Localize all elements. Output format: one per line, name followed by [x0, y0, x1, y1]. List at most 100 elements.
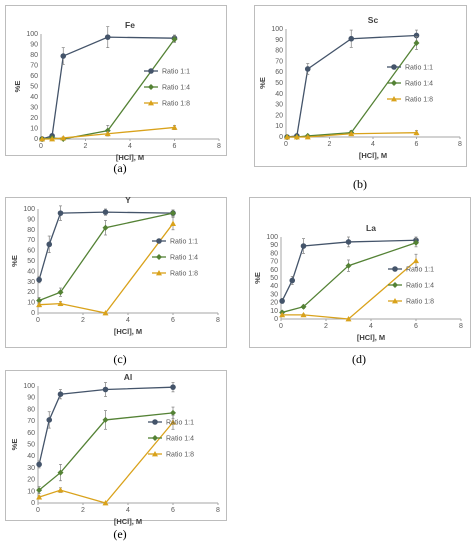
legend-item-3: Ratio 1:8	[148, 451, 194, 459]
y-tick-label: 70	[27, 418, 35, 425]
data-point	[57, 469, 64, 476]
x-tick-label: 6	[415, 141, 419, 148]
y-tick-label: 40	[30, 94, 38, 101]
data-point	[102, 386, 109, 393]
x-tick-label: 4	[369, 323, 373, 330]
data-point	[300, 303, 307, 310]
data-point	[36, 297, 43, 304]
series-3	[36, 414, 176, 506]
data-point	[345, 239, 352, 245]
y-tick-label: 10	[27, 300, 35, 307]
series-line	[282, 260, 417, 320]
series-line	[287, 34, 417, 138]
y-tick-label: 20	[30, 115, 38, 122]
legend-item-2: Ratio 1:4	[388, 282, 434, 290]
data-point	[102, 500, 109, 506]
data-point	[102, 310, 109, 316]
data-point	[57, 210, 64, 216]
legend-label: Ratio 1:1	[406, 267, 434, 274]
legend-marker	[152, 419, 158, 425]
y-tick-label: 50	[27, 258, 35, 265]
y-tick-label: 30	[27, 465, 35, 472]
chart-title: Fe	[125, 20, 135, 30]
legend-label: Ratio 1:4	[405, 81, 433, 88]
legend-label: Ratio 1:8	[405, 97, 433, 104]
data-point	[300, 311, 307, 318]
legend-marker	[392, 282, 398, 288]
legend-item-2: Ratio 1:4	[387, 80, 433, 88]
data-point	[413, 40, 420, 47]
y-tick-label: 10	[270, 308, 278, 315]
legend-item-1: Ratio 1:1	[148, 419, 194, 427]
data-point	[57, 391, 64, 397]
y-axis-label: %E	[13, 81, 22, 93]
data-point	[104, 130, 111, 137]
legend-label: Ratio 1:4	[166, 436, 194, 443]
x-tick-label: 8	[458, 141, 462, 148]
legend-item-2: Ratio 1:4	[144, 84, 190, 92]
legend-marker	[152, 451, 158, 457]
y-tick-label: 70	[275, 58, 283, 65]
y-tick-label: 40	[275, 91, 283, 98]
series-2	[36, 406, 176, 494]
y-tick-label: 100	[266, 234, 278, 241]
y-tick-label: 30	[27, 279, 35, 286]
x-tick-label: 2	[328, 141, 332, 148]
legend-item-3: Ratio 1:8	[144, 100, 190, 108]
y-tick-label: 40	[27, 268, 35, 275]
y-tick-label: 40	[27, 453, 35, 460]
y-tick-label: 60	[30, 73, 38, 80]
series-3	[284, 129, 420, 140]
y-tick-label: 60	[275, 69, 283, 76]
data-point	[39, 136, 46, 142]
legend-label: Ratio 1:8	[166, 452, 194, 459]
y-tick-label: 50	[27, 442, 35, 449]
panel-frame-c	[5, 197, 227, 348]
panel-frame-b	[254, 5, 467, 167]
y-tick-label: 90	[27, 395, 35, 402]
data-point	[345, 316, 352, 322]
y-tick-label: 30	[30, 105, 38, 112]
y-tick-label: 100	[23, 206, 35, 213]
legend-label: Ratio 1:4	[162, 85, 190, 92]
data-point	[102, 224, 109, 231]
y-tick-label: 90	[275, 37, 283, 44]
legend-item-1: Ratio 1:1	[388, 266, 434, 274]
x-tick-label: 6	[414, 323, 418, 330]
data-point	[104, 34, 111, 40]
y-tick-label: 100	[26, 31, 38, 38]
legend-label: Ratio 1:8	[162, 101, 190, 108]
data-point	[170, 409, 176, 416]
data-point	[171, 124, 178, 130]
legend-label: Ratio 1:4	[406, 283, 434, 290]
x-tick-label: 0	[39, 143, 43, 150]
x-tick-label: 8	[217, 143, 221, 150]
x-tick-label: 4	[126, 507, 130, 514]
data-point	[60, 53, 67, 59]
data-point	[170, 220, 176, 226]
x-tick-label: 4	[128, 143, 132, 150]
legend-marker	[148, 100, 154, 106]
series-line	[281, 242, 417, 314]
chart-title: La	[366, 223, 376, 233]
data-point	[57, 487, 64, 493]
data-point	[413, 257, 419, 264]
x-tick-label: 0	[36, 507, 40, 514]
y-axis-label: %E	[10, 439, 19, 451]
legend-marker	[392, 266, 398, 272]
y-tick-label: 0	[34, 136, 38, 143]
data-point	[46, 241, 53, 248]
panel-label-b: (b)	[353, 177, 367, 191]
legend-marker	[391, 96, 397, 102]
legend-marker	[156, 254, 162, 260]
data-point	[304, 134, 311, 140]
data-point	[293, 134, 300, 140]
data-point	[345, 262, 352, 269]
y-tick-label: 20	[275, 112, 283, 119]
x-axis-label: [HCl], M	[359, 151, 387, 160]
y-tick-label: 20	[27, 289, 35, 296]
y-tick-label: 10	[27, 488, 35, 495]
data-point	[289, 277, 296, 284]
y-tick-label: 90	[27, 216, 35, 223]
